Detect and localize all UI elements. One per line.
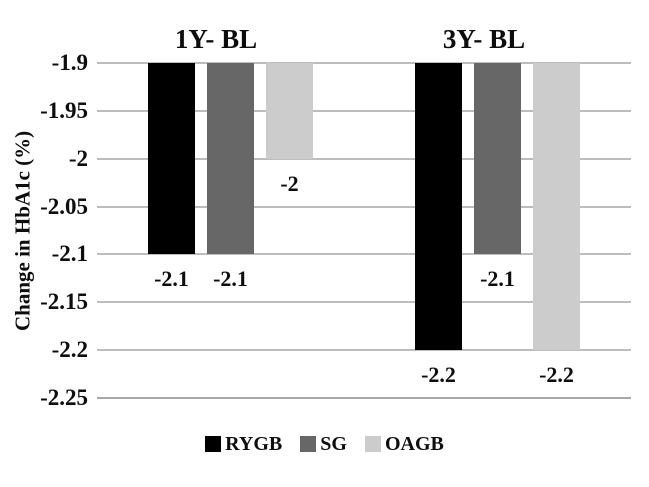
y-tick-label: -2 [68,145,88,171]
gridline [97,157,631,160]
legend-item-oagb: OAGB [364,433,444,455]
legend-label: RYGB [225,433,283,455]
legend-label: SG [320,433,347,455]
legend-swatch-oagb [364,436,381,452]
y-tick-label: -2.05 [40,193,88,219]
gridline [97,349,631,352]
legend-label: OAGB [384,433,444,455]
y-tick-label: -2.1 [51,241,88,267]
bar-oagb-3y-bl [533,63,580,351]
gridline [97,301,631,304]
bar-oagb-1y-bl [266,63,313,159]
y-tick-label: -2.25 [40,385,88,410]
gridline [97,62,631,64]
legend-swatch-rygb [205,436,222,452]
legend-swatch-sg [300,436,317,452]
bar-value-label: -2.2 [539,362,574,388]
gridline [97,397,631,399]
bar-rygb-1y-bl [148,63,195,255]
legend: RYGB SG OAGB [0,434,649,454]
plot-area: -2.1 -2.2 -2.1 -2.1 -2 -2.2 [97,62,631,399]
gridline [97,109,631,112]
gridline [97,253,631,256]
bar-sg-1y-bl [207,63,254,255]
legend-item-rygb: RYGB [205,434,282,454]
y-tick-label: -2.2 [51,337,88,363]
y-tick-label: -1.9 [51,50,88,75]
category-label-1y-bl: 1Y- BL [174,24,258,54]
bar-value-label: -2.1 [480,266,515,292]
bar-value-label: -2.1 [213,266,248,292]
y-tick-label: -1.95 [40,97,88,123]
bar-rygb-3y-bl [415,63,462,351]
bar-value-label: -2 [280,170,299,196]
bar-value-label: -2.1 [154,266,189,292]
legend-item-sg: SG [300,434,347,454]
bar-value-label: -2.2 [421,362,456,388]
category-label-3y-bl: 3Y- BL [442,24,526,54]
y-tick-label: -2.15 [40,289,88,315]
gridline [97,205,631,208]
bar-sg-3y-bl [474,63,521,255]
